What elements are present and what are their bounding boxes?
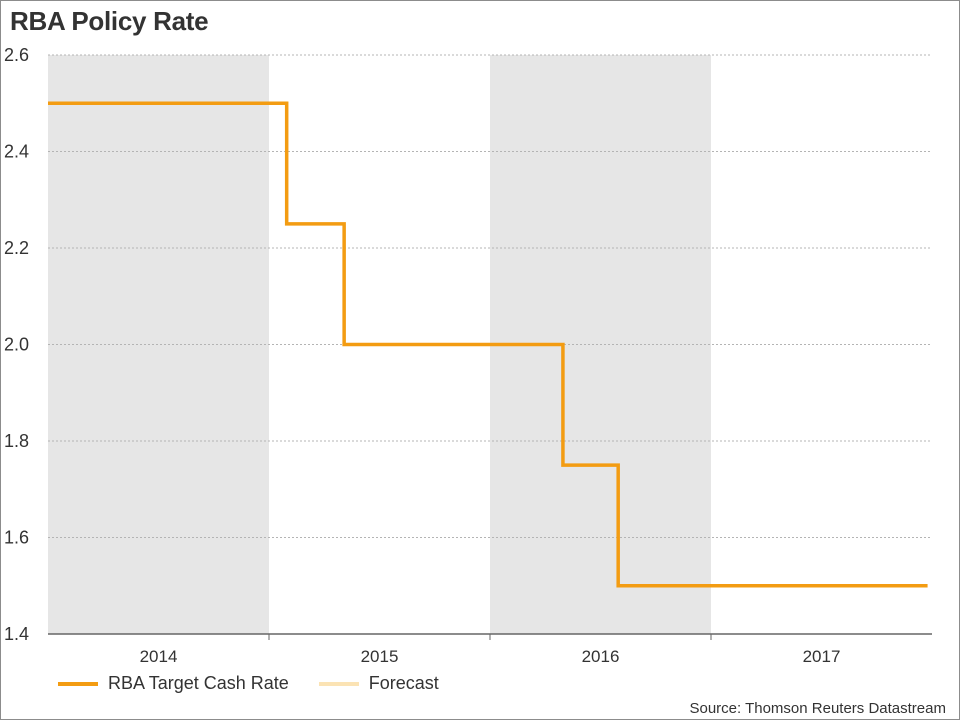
legend-item-forecast: Forecast: [318, 673, 439, 694]
x-tick-label: 2015: [361, 647, 399, 666]
y-tick-label: 2.2: [4, 238, 29, 258]
legend-label-target-rate: RBA Target Cash Rate: [108, 673, 289, 693]
y-tick-label: 2.4: [4, 142, 29, 162]
y-tick-label: 1.6: [4, 528, 29, 548]
y-tick-label: 1.8: [4, 431, 29, 451]
chart-title: RBA Policy Rate: [10, 6, 209, 36]
x-tick-label: 2014: [140, 647, 178, 666]
y-tick-label: 1.4: [4, 624, 29, 644]
legend: RBA Target Cash Rate Forecast: [58, 673, 469, 694]
legend-item-target-rate: RBA Target Cash Rate: [58, 673, 289, 694]
legend-swatch-forecast: [318, 681, 359, 686]
source-note: Source: Thomson Reuters Datastream: [689, 700, 946, 717]
x-tick-label: 2017: [803, 647, 841, 666]
legend-label-forecast: Forecast: [368, 673, 439, 693]
series-line-rba-target-cash-rate: [48, 101, 928, 588]
y-tick-label: 2.0: [4, 335, 29, 355]
legend-swatch-target-rate: [58, 681, 98, 686]
y-tick-label: 2.6: [4, 45, 29, 65]
x-tick-label: 2016: [582, 647, 620, 666]
